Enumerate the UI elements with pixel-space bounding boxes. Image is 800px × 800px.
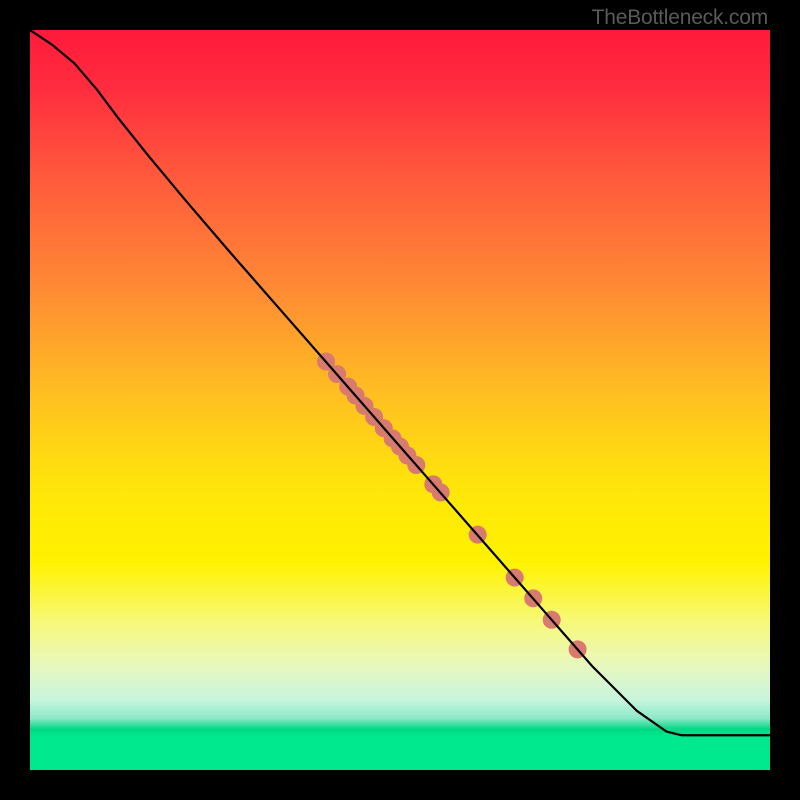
chart-curve [30, 30, 770, 735]
watermark-text: TheBottleneck.com [592, 6, 768, 30]
chart-overlay [30, 30, 770, 770]
